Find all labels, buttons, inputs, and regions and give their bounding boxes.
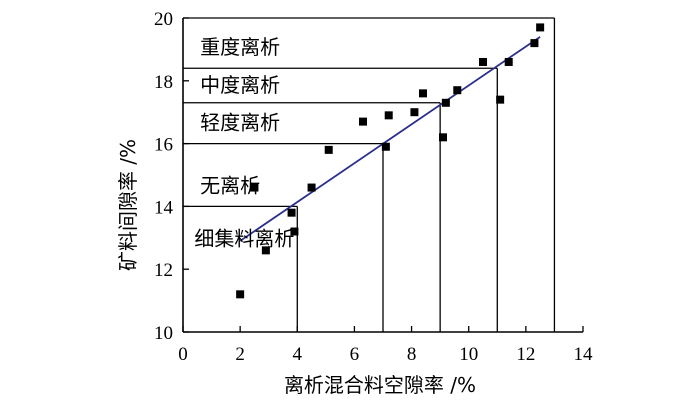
x-tick-label: 2: [235, 344, 245, 365]
data-points: [236, 23, 545, 299]
fit-line: [239, 36, 541, 242]
data-point: [496, 95, 505, 104]
x-tick-label: 12: [516, 344, 535, 365]
data-point: [504, 57, 513, 66]
x-tick-label: 14: [574, 344, 594, 365]
data-point: [381, 142, 390, 151]
region-label: 轻度离析: [200, 110, 280, 134]
data-point: [290, 227, 299, 236]
y-tick-label: 20: [154, 9, 173, 30]
y-tick-label: 10: [154, 323, 173, 344]
data-point: [236, 290, 245, 299]
region-label: 细集料离析: [194, 227, 294, 251]
fit-line-group: [239, 36, 541, 242]
data-point: [530, 39, 539, 48]
data-point: [261, 246, 270, 255]
x-tick-label: 10: [459, 344, 478, 365]
data-point: [479, 57, 487, 66]
data-point: [439, 133, 447, 142]
region-label: 无离析: [200, 173, 260, 197]
data-point: [441, 98, 450, 107]
data-point: [359, 117, 367, 126]
x-tick-label: 8: [407, 344, 417, 365]
x-tick-label: 4: [293, 344, 303, 365]
y-tick-label: 16: [154, 135, 173, 156]
y-tick-label: 14: [154, 197, 174, 218]
data-point: [384, 111, 393, 120]
data-point: [410, 108, 419, 117]
data-point: [453, 86, 462, 95]
region-label: 中度离析: [200, 73, 280, 97]
data-point: [250, 183, 259, 192]
data-point: [324, 145, 333, 154]
x-tick-label: 6: [350, 344, 360, 365]
region-label: 重度离析: [200, 35, 280, 59]
y-axis-title: 矿料间隙率 /%: [116, 139, 140, 271]
tick-labels: 0 2 4 6 8 10 12 14 10 12 14 16 18 20: [154, 9, 593, 365]
y-tick-label: 12: [154, 260, 173, 281]
data-point: [307, 183, 316, 192]
x-axis-title: 离析混合料空隙率 /%: [284, 373, 476, 397]
threshold-lines: [183, 17, 556, 332]
y-tick-label: 18: [154, 72, 173, 93]
x-tick-label: 0: [178, 344, 188, 365]
data-point: [536, 23, 545, 32]
data-point: [419, 89, 427, 98]
data-point: [287, 208, 296, 217]
